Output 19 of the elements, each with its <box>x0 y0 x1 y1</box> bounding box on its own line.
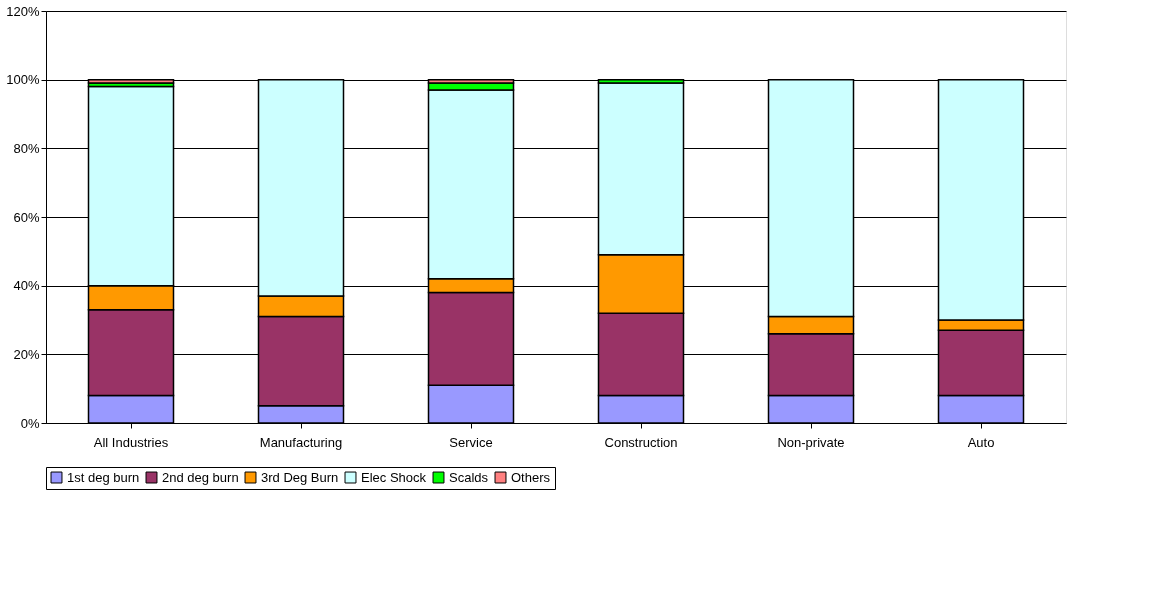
legend-label: 1st deg burn <box>67 469 140 485</box>
x-tick-label: Service <box>449 434 493 450</box>
y-tick-label: 0% <box>20 415 40 431</box>
x-tick-label: Construction <box>604 434 678 450</box>
y-tick-label: 100% <box>6 72 40 88</box>
y-tick-label: 80% <box>13 140 40 156</box>
x-tick-label: Non-private <box>777 434 845 450</box>
x-tick-label: Manufacturing <box>259 434 343 450</box>
legend-label: Elec Shock <box>361 469 427 485</box>
y-tick-label: 20% <box>13 346 40 362</box>
legend-label: 3rd Deg Burn <box>261 469 339 485</box>
legend-label: 2nd deg burn <box>162 469 239 485</box>
legend-label: Scalds <box>449 469 489 485</box>
x-tick-label: All Industries <box>93 434 169 450</box>
y-tick-label: 60% <box>13 209 40 225</box>
x-tick-label: Auto <box>967 434 995 450</box>
legend-label: Others <box>511 469 551 485</box>
y-tick-label: 40% <box>13 278 40 294</box>
y-tick-label: 120% <box>6 3 40 19</box>
